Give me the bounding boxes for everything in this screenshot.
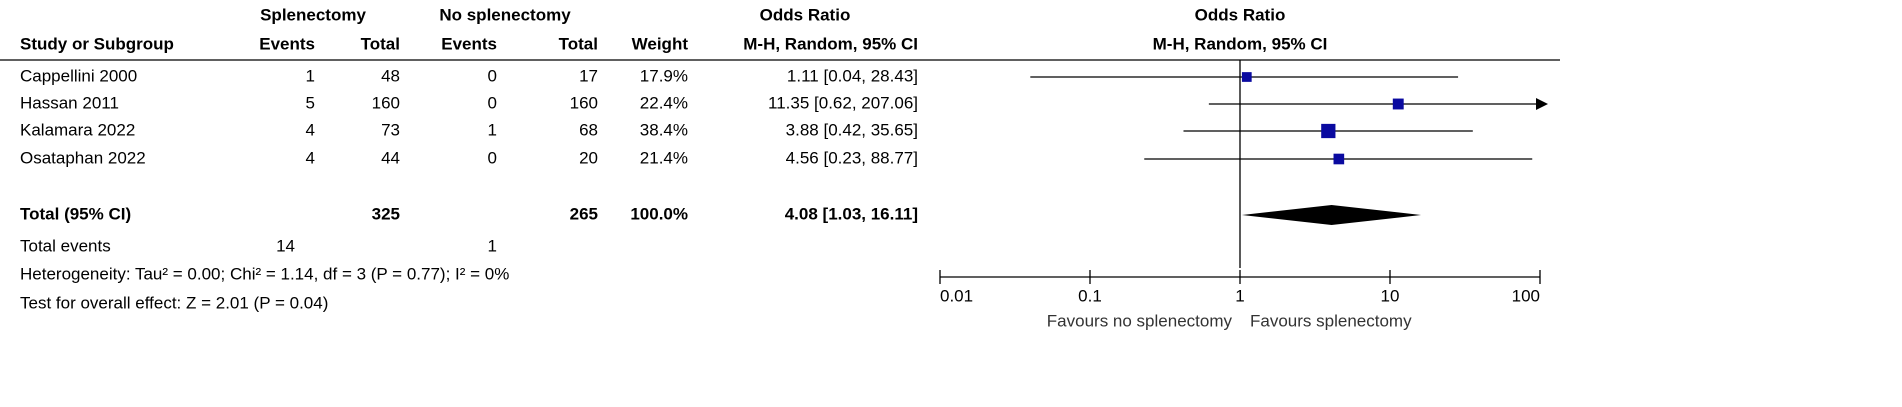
cell: 4 [306,120,315,139]
study-marker [1241,72,1252,82]
ci-arrow [1536,98,1548,110]
x-tick-label: 10 [1381,286,1400,305]
cell: 21.4% [640,148,688,167]
cell: 4.56 [0.23, 88.77] [786,148,918,167]
total-diamond [1241,205,1422,225]
cell: Kalamara 2022 [20,120,135,139]
cell: 1 [306,66,315,85]
total-cell: 325 [372,204,400,223]
cell: 20 [579,148,598,167]
favours-right: Favours splenectomy [1250,311,1412,330]
cell: Hassan 2011 [20,93,119,112]
total-events-label: Total events [20,236,111,255]
group-header: Odds Ratio [760,5,851,24]
x-tick-label: 0.1 [1078,286,1102,305]
column-header: Events [441,34,497,53]
study-marker [1333,153,1345,165]
column-header: Total [559,34,598,53]
total-cell: Total (95% CI) [20,204,131,223]
plot-title: Odds Ratio [1195,5,1286,24]
x-tick-label: 1 [1235,286,1244,305]
x-tick-label: 0.01 [940,286,973,305]
total-cell: 265 [570,204,598,223]
cell: Osataphan 2022 [20,148,146,167]
cell: 38.4% [640,120,688,139]
cell: 5 [306,93,315,112]
total-events: 1 [488,236,497,255]
cell: Cappellini 2000 [20,66,137,85]
cell: 17.9% [640,66,688,85]
total-events: 14 [276,236,295,255]
column-header: Weight [632,34,689,53]
cell: 0 [488,93,497,112]
x-tick-label: 100 [1512,286,1540,305]
cell: 22.4% [640,93,688,112]
total-cell: 100.0% [630,204,688,223]
cell: 4 [306,148,315,167]
cell: 68 [579,120,598,139]
cell: 44 [381,148,400,167]
cell: 0 [488,66,497,85]
heterogeneity: Heterogeneity: Tau² = 0.00; Chi² = 1.14,… [20,264,509,283]
column-header: Study or Subgroup [20,34,174,53]
overall-effect: Test for overall effect: Z = 2.01 (P = 0… [20,293,328,312]
column-header: Events [259,34,315,53]
cell: 73 [381,120,400,139]
total-cell: 4.08 [1.03, 16.11] [785,204,918,223]
plot-subtitle: M-H, Random, 95% CI [1153,34,1328,53]
cell: 0 [488,148,497,167]
cell: 1.11 [0.04, 28.43] [787,66,918,85]
column-header: M-H, Random, 95% CI [743,34,918,53]
column-header: Total [361,34,400,53]
cell: 1 [488,120,497,139]
cell: 48 [381,66,400,85]
study-marker [1321,123,1336,139]
group-header: No splenectomy [439,5,571,24]
cell: 160 [372,93,400,112]
study-marker [1392,98,1404,110]
group-header: Splenectomy [260,5,366,24]
cell: 3.88 [0.42, 35.65] [786,120,918,139]
cell: 17 [579,66,598,85]
favours-left: Favours no splenectomy [1047,311,1233,330]
cell: 160 [570,93,598,112]
cell: 11.35 [0.62, 207.06] [768,93,918,112]
